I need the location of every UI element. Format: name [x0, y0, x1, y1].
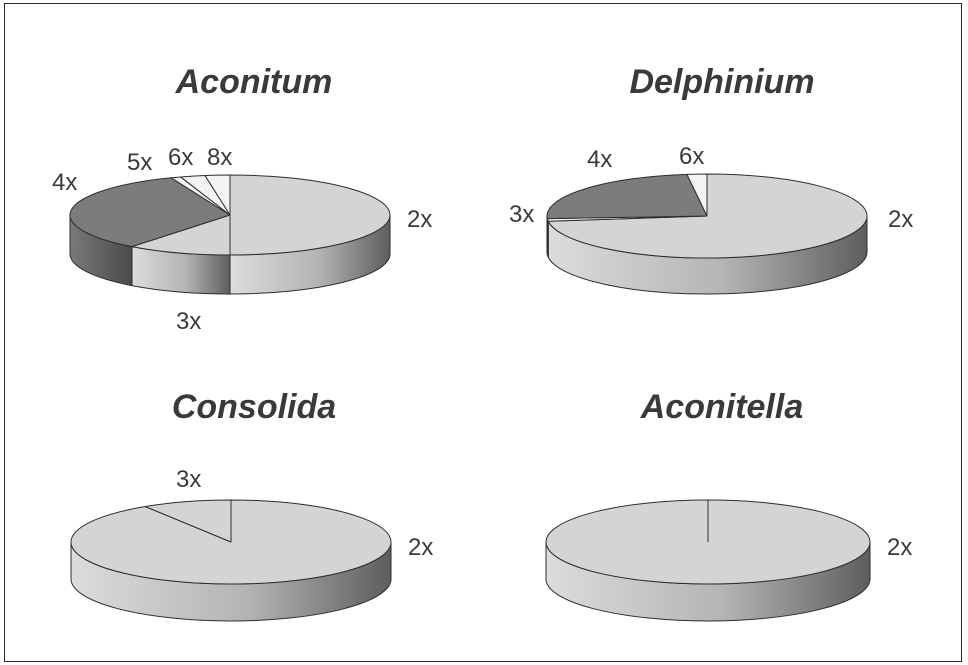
- chart-title-consolida: Consolida: [172, 388, 336, 426]
- pie-slice-delphinium-6x: [686, 173, 708, 217]
- pie-slice-consolida-3x: [144, 499, 232, 543]
- pie-slice-delphinium-4x: [546, 173, 708, 220]
- pie-slice-aconitum-4x: [69, 177, 231, 248]
- pie-delphinium: [546, 173, 868, 295]
- label-aconitella-2x: 2x: [887, 534, 912, 561]
- pie-consolida: [70, 499, 392, 622]
- chart-title-aconitum: Aconitum: [175, 63, 333, 101]
- label-aconitum-2x: 2x: [407, 206, 432, 233]
- pie-aconitum: [69, 174, 391, 295]
- pie-slice-aconitum-2x: [229, 174, 391, 256]
- label-delphinium-6x: 6x: [679, 143, 704, 170]
- pie-slice-aconitum-3x: [131, 214, 231, 256]
- label-delphinium-2x: 2x: [888, 206, 913, 233]
- label-aconitum-5x: 5x: [127, 149, 152, 176]
- chart-title-delphinium: Delphinium: [629, 63, 814, 101]
- pie-aconitella: [545, 499, 871, 622]
- pie-slice-delphinium-2x: [547, 173, 868, 259]
- label-aconitum-3x: 3x: [176, 308, 201, 335]
- label-aconitum-6x: 6x: [168, 144, 193, 171]
- pies-layer: [69, 173, 871, 622]
- pie-slice-aconitum-8x: [204, 174, 231, 216]
- label-delphinium-4x: 4x: [587, 146, 612, 173]
- chart-title-aconitella: Aconitella: [640, 388, 803, 426]
- label-consolida-3x: 3x: [176, 466, 201, 493]
- label-aconitum-8x: 8x: [207, 144, 232, 171]
- label-delphinium-3x: 3x: [509, 201, 534, 228]
- label-consolida-2x: 2x: [408, 534, 433, 561]
- label-aconitum-4x: 4x: [52, 169, 77, 196]
